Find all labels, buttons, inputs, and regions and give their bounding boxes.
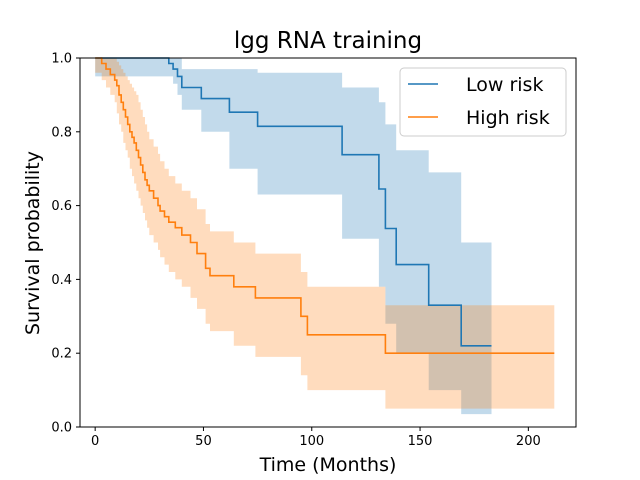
y-tick-label: 0.8	[51, 125, 72, 140]
legend-label-1: High risk	[466, 107, 550, 129]
x-tick-label: 50	[195, 434, 212, 449]
chart-title: lgg RNA training	[234, 28, 422, 54]
x-tick-label: 0	[91, 434, 99, 449]
series-line-0	[95, 57, 492, 347]
x-tick-label: 150	[408, 434, 433, 449]
legend-box	[399, 67, 567, 137]
x-axis-title: Time (Months)	[259, 454, 397, 476]
y-tick-label: 0.6	[51, 199, 72, 214]
legend-label-0: Low risk	[466, 74, 543, 96]
y-axis-title: Survival probability	[22, 151, 44, 335]
y-tick-label: 0.4	[51, 273, 72, 288]
x-tick-label: 200	[516, 434, 541, 449]
x-tick-label: 100	[299, 434, 324, 449]
y-tick-label: 1.0	[51, 52, 72, 67]
series-line-1	[95, 57, 555, 354]
axes-frame	[79, 57, 577, 428]
y-tick-label: 0.2	[51, 347, 72, 362]
y-tick-label: 0.0	[51, 421, 72, 436]
plot-area: 0 50 100 150 200 0.0 0.2 0.4 0.6 0.8 1.0 Low risk Hi…	[51, 52, 577, 449]
ci-band-0	[95, 58, 492, 415]
ci-band-1	[95, 58, 555, 409]
